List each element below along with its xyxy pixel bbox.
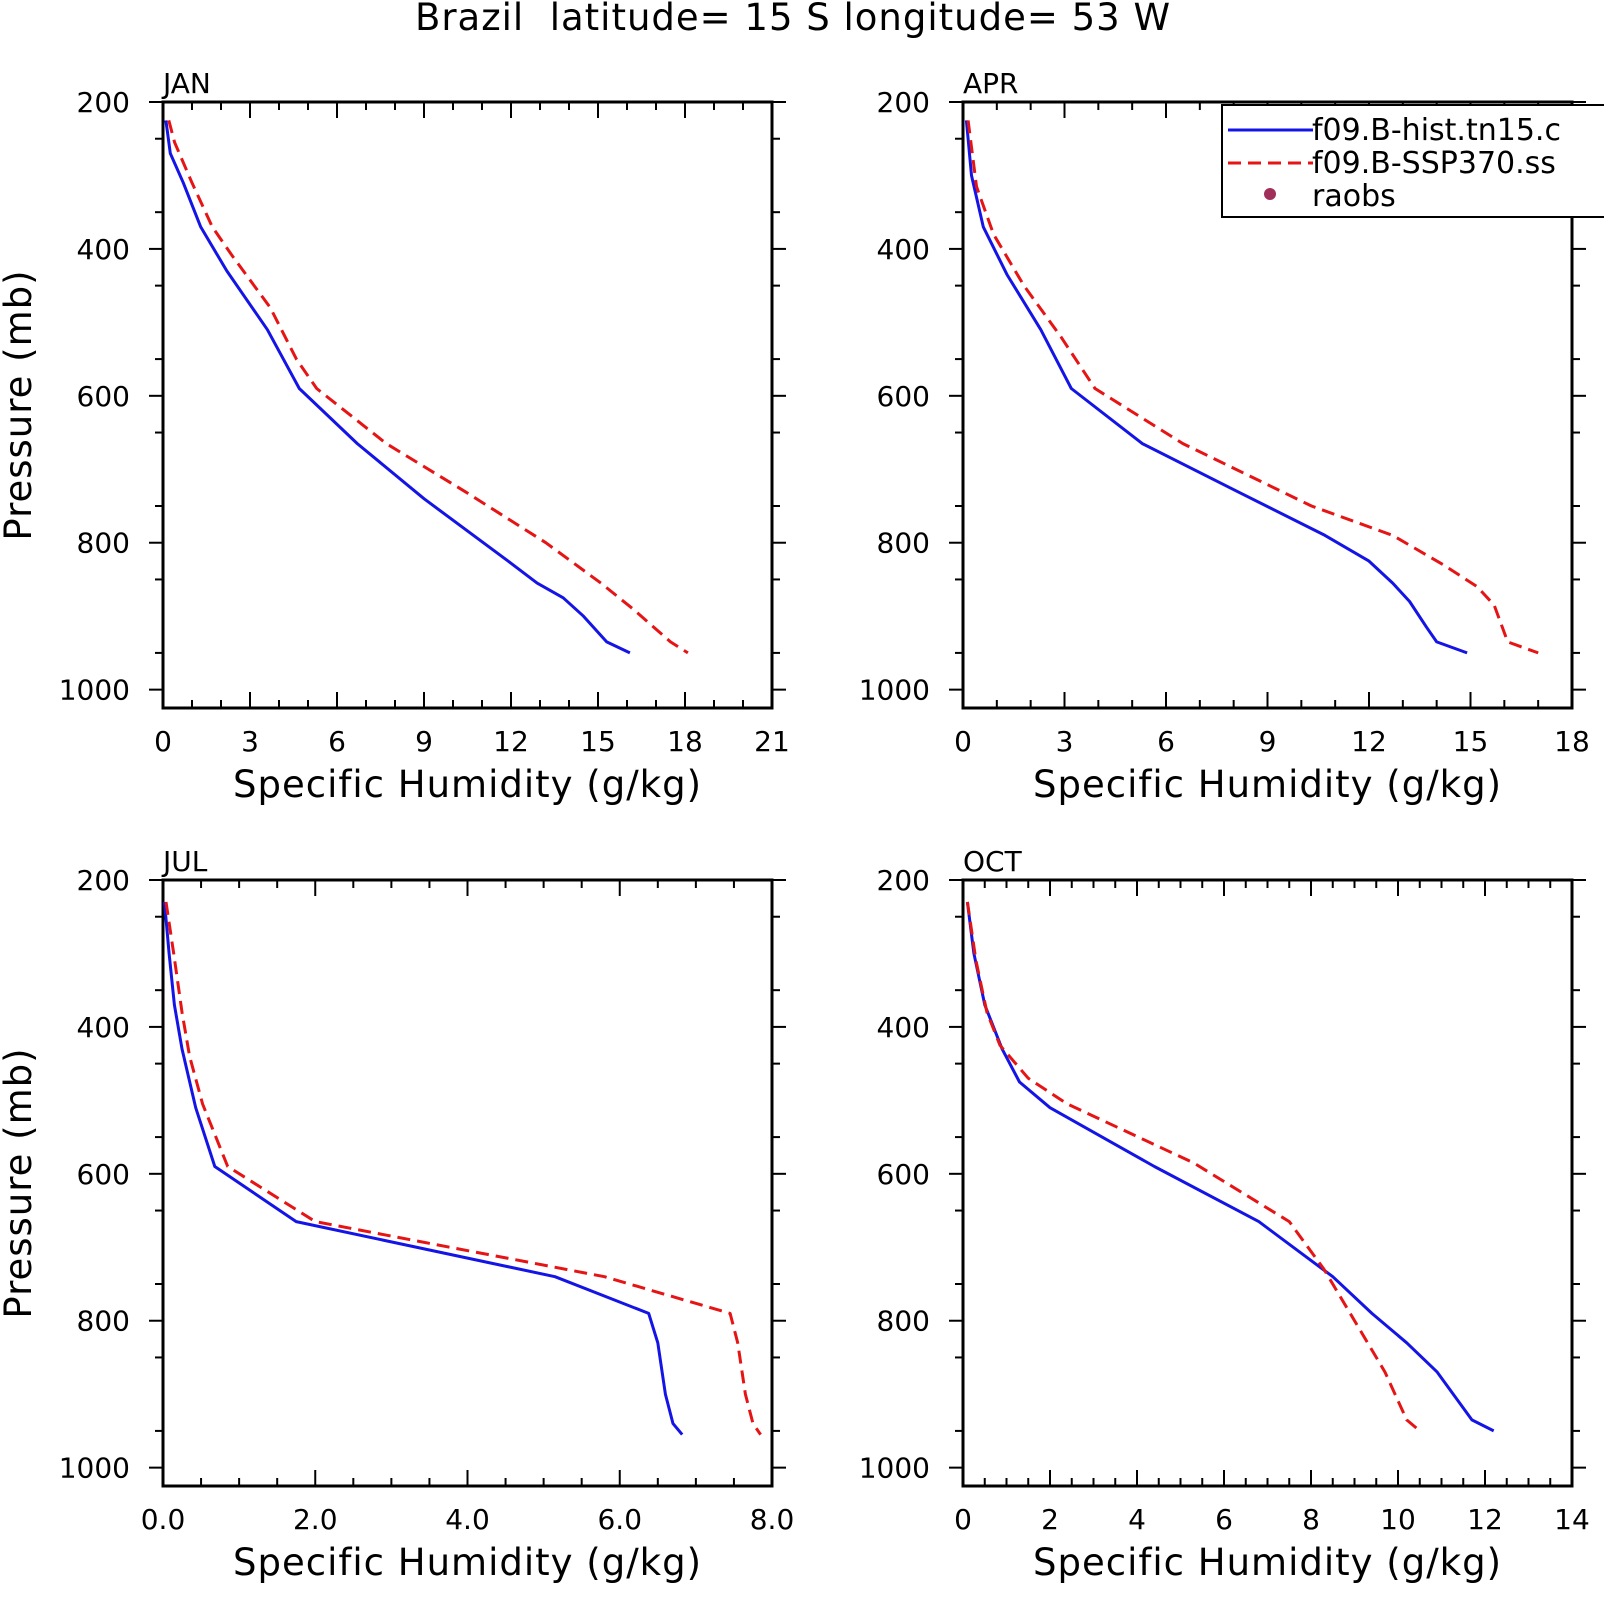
y-tick-label: 400 xyxy=(77,1011,130,1044)
x-tick-label: 18 xyxy=(667,725,703,758)
x-tick-label: 6.0 xyxy=(597,1503,642,1536)
series-line-hist xyxy=(164,120,631,655)
x-tick-label: 9 xyxy=(1259,725,1277,758)
series-line-ssp370 xyxy=(965,901,1421,1433)
series-line-ssp370 xyxy=(167,120,689,655)
series-line-ssp370 xyxy=(164,901,762,1436)
x-tick-label: 3 xyxy=(1056,725,1074,758)
x-tick-label: 15 xyxy=(1453,725,1489,758)
x-tick-label: 6 xyxy=(1157,725,1175,758)
y-tick-label: 800 xyxy=(77,1305,130,1338)
x-tick-label: 8.0 xyxy=(750,1503,795,1536)
x-tick-label: 0 xyxy=(154,725,172,758)
series-line-hist xyxy=(964,120,1468,655)
x-tick-label: 21 xyxy=(754,725,790,758)
x-tick-label: 12 xyxy=(1351,725,1387,758)
y-tick-label: 400 xyxy=(77,233,130,266)
panel-jan: JAN 0 3 6 9 12 15 18 21 200 400 600 800 1000 Specific … xyxy=(0,67,790,806)
x-tick-label: 18 xyxy=(1554,725,1590,758)
x-tick-label: 2 xyxy=(1041,1503,1059,1536)
y-tick-label: 400 xyxy=(877,233,930,266)
y-tick-label: 600 xyxy=(877,1158,930,1191)
x-axis-title: Specific Humidity (g/kg) xyxy=(1033,763,1502,806)
legend-box xyxy=(1221,104,1604,218)
x-axis-title: Specific Humidity (g/kg) xyxy=(233,763,702,806)
x-tick-label: 0 xyxy=(954,725,972,758)
legend-marker-raobs xyxy=(1264,188,1276,200)
series-line-hist xyxy=(163,901,684,1436)
panel-title: APR xyxy=(963,67,1019,100)
x-tick-label: 6 xyxy=(328,725,346,758)
x-tick-label: 0 xyxy=(954,1503,972,1536)
figure-title: Brazil latitude= 15 S longitude= 53 W xyxy=(415,0,1171,39)
x-tick-label: 2.0 xyxy=(293,1503,338,1536)
x-tick-label: 9 xyxy=(415,725,433,758)
y-tick-label: 1000 xyxy=(59,1452,130,1485)
y-tick-label: 600 xyxy=(77,1158,130,1191)
y-tick-label: 1000 xyxy=(59,674,130,707)
y-tick-label: 600 xyxy=(877,380,930,413)
x-tick-label: 10 xyxy=(1380,1503,1416,1536)
y-tick-label: 200 xyxy=(877,864,930,897)
x-axis-title: Specific Humidity (g/kg) xyxy=(1033,1541,1502,1584)
x-tick-label: 8 xyxy=(1302,1503,1320,1536)
panel-apr: APR 0 3 6 9 12 15 18 200 400 600 800 1000 Specific Hu… xyxy=(859,67,1590,806)
x-tick-label: 0.0 xyxy=(141,1503,186,1536)
y-tick-label: 800 xyxy=(877,527,930,560)
y-tick-label: 800 xyxy=(877,1305,930,1338)
x-tick-label: 12 xyxy=(1467,1503,1503,1536)
x-tick-label: 12 xyxy=(493,725,529,758)
series-line-ssp370 xyxy=(966,120,1539,655)
panel-title: JUL xyxy=(161,845,208,878)
legend-label: raobs xyxy=(1312,179,1396,214)
y-tick-label: 800 xyxy=(77,527,130,560)
y-tick-label: 600 xyxy=(77,380,130,413)
panel-title: JAN xyxy=(161,67,211,100)
panel-oct: OCT 0 2 4 6 8 10 12 14 200 400 600 800 1000 Specific H… xyxy=(859,845,1590,1584)
y-axis-title: Pressure (mb) xyxy=(0,1047,40,1318)
series-line-hist xyxy=(965,901,1495,1433)
y-tick-label: 1000 xyxy=(859,1452,930,1485)
panel-title: OCT xyxy=(963,845,1023,878)
y-tick-label: 400 xyxy=(877,1011,930,1044)
x-tick-label: 3 xyxy=(241,725,259,758)
plot-frame xyxy=(961,878,1574,1488)
x-tick-label: 15 xyxy=(580,725,616,758)
x-tick-label: 4 xyxy=(1128,1503,1146,1536)
plot-frame xyxy=(161,100,774,710)
panel-jul: JUL 0.0 2.0 4.0 6.0 8.0 200 400 600 800 1000 Specif… xyxy=(0,845,794,1584)
y-tick-label: 200 xyxy=(877,86,930,119)
x-axis-title: Specific Humidity (g/kg) xyxy=(233,1541,702,1584)
y-tick-label: 1000 xyxy=(859,674,930,707)
y-tick-label: 200 xyxy=(77,86,130,119)
x-tick-label: 14 xyxy=(1554,1503,1590,1536)
legend-label: f09.B-SSP370.ss xyxy=(1312,146,1556,181)
y-tick-label: 200 xyxy=(77,864,130,897)
legend-label: f09.B-hist.tn15.c xyxy=(1312,113,1561,148)
y-axis-title: Pressure (mb) xyxy=(0,269,40,540)
x-tick-label: 6 xyxy=(1215,1503,1233,1536)
x-tick-label: 4.0 xyxy=(445,1503,490,1536)
